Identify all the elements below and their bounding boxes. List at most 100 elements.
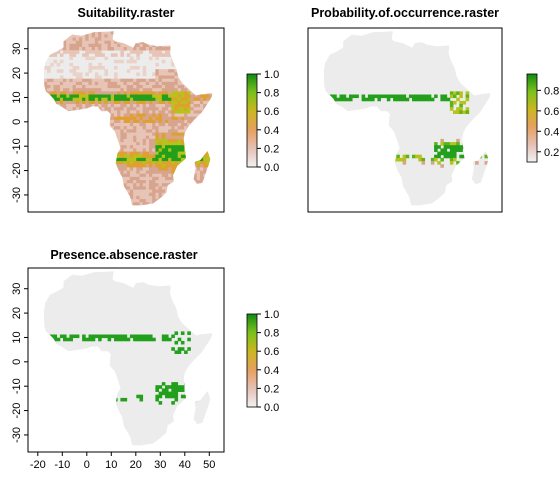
raster-cell: [126, 186, 131, 190]
raster-cell: [209, 116, 213, 121]
raster-cell: [34, 142, 38, 146]
raster-cell: [349, 97, 353, 102]
raster-cell: [158, 401, 163, 405]
raster-cell: [136, 170, 140, 175]
raster-cell: [28, 107, 32, 111]
raster-cell: [155, 123, 159, 127]
raster-cell: [155, 388, 159, 392]
raster-cell: [47, 47, 51, 51]
raster-cell: [193, 176, 198, 181]
raster-cell: [91, 202, 96, 206]
raster-cell: [91, 81, 96, 86]
raster-cell: [158, 199, 163, 203]
raster-cell: [213, 199, 217, 203]
raster-cell: [213, 186, 217, 190]
raster-cell: [155, 37, 159, 42]
raster-cell: [34, 158, 38, 162]
raster-cell: [107, 97, 112, 102]
raster-cell: [449, 91, 454, 95]
raster-cell: [56, 88, 61, 92]
raster-cell: [187, 94, 191, 99]
raster-cell: [34, 145, 38, 149]
raster-cell: [165, 97, 169, 102]
raster-cell: [462, 154, 467, 159]
raster-cell: [142, 148, 147, 152]
raster-cell: [180, 85, 185, 89]
raster-cell: [72, 205, 77, 206]
raster-cell: [69, 81, 73, 86]
raster-cell: [85, 180, 89, 184]
raster-cell: [200, 189, 204, 194]
raster-cell: [82, 167, 86, 171]
raster-cell: [145, 192, 150, 197]
raster-cell: [75, 183, 80, 187]
raster-cell: [114, 154, 118, 159]
raster-cell: [152, 91, 156, 95]
raster-cell: [219, 107, 223, 111]
raster-cell: [180, 135, 185, 140]
raster-cell: [165, 34, 169, 38]
raster-cell: [79, 37, 83, 42]
raster-cell: [31, 117, 35, 121]
raster-cell: [161, 135, 166, 140]
raster-cell: [184, 148, 188, 152]
raster-cell: [136, 37, 140, 42]
raster-cell: [155, 176, 159, 181]
raster-cell: [72, 53, 77, 57]
raster-cell: [219, 126, 223, 130]
raster-cell: [110, 170, 115, 175]
raster-cell: [94, 202, 99, 206]
raster-cell: [94, 34, 99, 38]
raster-cell: [101, 31, 105, 32]
raster-cell: [107, 85, 112, 89]
raster-cell: [161, 94, 166, 99]
raster-cell: [79, 97, 83, 102]
raster-cell: [158, 126, 163, 130]
raster-cell: [209, 173, 213, 178]
raster-cell: [91, 113, 96, 118]
raster-cell: [28, 164, 32, 168]
raster-cell: [193, 180, 198, 184]
raster-cell: [98, 43, 102, 48]
raster-cell: [161, 337, 166, 342]
raster-cell: [59, 164, 64, 168]
raster-cell: [184, 195, 188, 200]
raster-cell: [126, 135, 131, 140]
raster-cell: [91, 40, 96, 45]
raster-cell: [187, 161, 191, 165]
raster-cell: [123, 94, 128, 99]
raster-cell: [126, 85, 131, 89]
raster-cell: [31, 136, 35, 140]
raster-cell: [72, 180, 77, 184]
raster-cell: [193, 126, 198, 130]
raster-cell: [145, 202, 150, 206]
raster-cell: [79, 132, 83, 137]
raster-cell: [168, 394, 172, 399]
raster-cell: [107, 170, 112, 175]
raster-cell: [145, 110, 150, 114]
raster-cell: [206, 170, 210, 175]
raster-cell: [209, 75, 213, 80]
raster-cell: [165, 195, 169, 200]
raster-cell: [101, 151, 105, 156]
raster-cell: [91, 107, 96, 111]
raster-cell: [155, 50, 159, 54]
raster-cell: [56, 176, 61, 181]
raster-cell: [114, 337, 118, 342]
raster-cell: [120, 100, 124, 105]
raster-cell: [85, 107, 89, 111]
raster-cell: [133, 192, 137, 197]
raster-cell: [184, 164, 188, 168]
raster-cell: [63, 91, 67, 95]
raster-cell: [85, 88, 89, 92]
y-tick-label: -30: [11, 427, 23, 443]
raster-cell: [453, 151, 457, 156]
raster-cell: [120, 34, 124, 38]
raster-cell: [187, 100, 191, 105]
raster-cell: [66, 164, 70, 168]
raster-cell: [136, 394, 140, 399]
raster-cell: [158, 34, 163, 38]
legend-tick-label: 1.0: [264, 309, 279, 321]
raster-cell: [129, 43, 134, 48]
